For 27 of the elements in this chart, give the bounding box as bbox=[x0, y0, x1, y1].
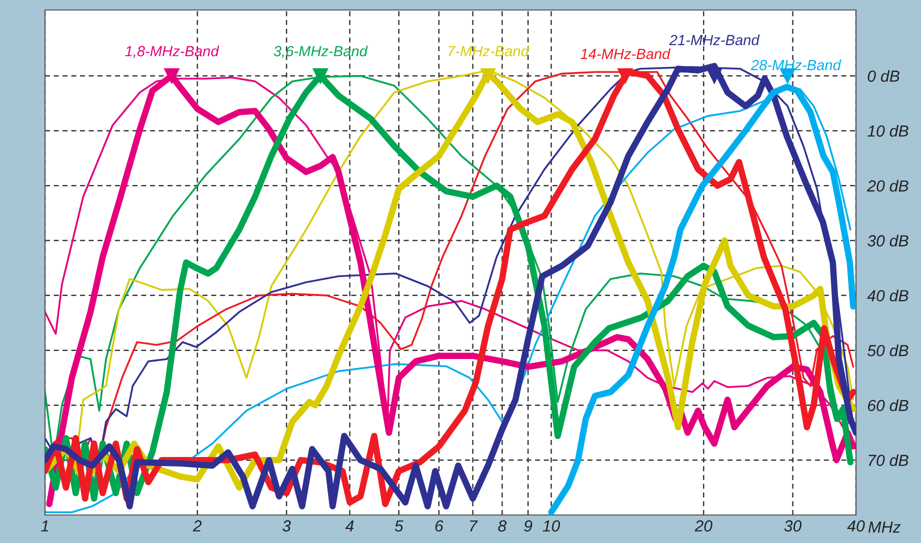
x-tick-label: 3 bbox=[282, 520, 291, 532]
x-tick-label: 6 bbox=[435, 520, 444, 532]
x-tick-label: 8 bbox=[498, 520, 507, 532]
annotation: 28-MHz-Band bbox=[750, 59, 842, 70]
x-axis-title: MHz bbox=[868, 522, 901, 533]
annotation: 7-MHz-Band bbox=[448, 46, 530, 56]
y-tick-label: 70 dB bbox=[868, 454, 908, 466]
x-tick-label: 2 bbox=[192, 520, 202, 532]
y-tick-label: 50 dB bbox=[867, 344, 908, 356]
x-tick-label: 30 bbox=[784, 520, 802, 532]
x-tick-label: 40 bbox=[847, 520, 865, 532]
annotation: 1,8-MHz-Band bbox=[125, 46, 220, 58]
y-tick-label: 60 dB bbox=[868, 399, 908, 412]
y-tick-label: 20 dB bbox=[867, 180, 908, 192]
y-tick-label: 40 dB bbox=[867, 290, 908, 302]
y-tick-label: 0 dB bbox=[868, 70, 900, 82]
x-tick-label: 5 bbox=[394, 520, 404, 532]
y-tick-label: 30 dB bbox=[867, 234, 908, 246]
x-tick-label: 10 bbox=[542, 520, 560, 532]
y-tick-label: 10 dB bbox=[868, 124, 908, 137]
x-tick-label: 9 bbox=[524, 520, 532, 532]
annotation: 3,6-MHz-Band bbox=[274, 46, 368, 58]
x-tick-label: 1 bbox=[40, 520, 48, 532]
x-tick-label: 20 bbox=[694, 520, 712, 532]
x-tick-label: 4 bbox=[345, 520, 354, 532]
x-tick-label: 7 bbox=[470, 520, 478, 532]
annotation: 14-MHz-Band bbox=[580, 48, 671, 60]
